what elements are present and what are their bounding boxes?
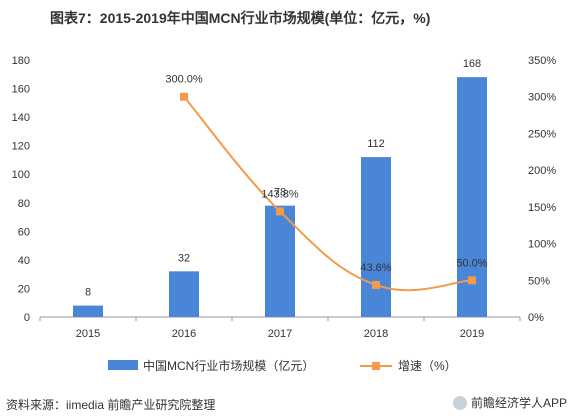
y-left-tick-label: 100 [12, 169, 30, 181]
y-right-tick-label: 250% [528, 128, 556, 140]
y-left-tick-label: 80 [18, 198, 30, 210]
bar [73, 305, 103, 317]
brand-name: 前瞻经济学人APP [470, 396, 567, 410]
y-right-tick-label: 0% [528, 312, 544, 324]
brand-logo-icon [452, 395, 467, 410]
bar-data-label: 32 [178, 252, 190, 264]
growth-data-label: 143.8% [261, 188, 299, 200]
x-tick-label: 2019 [460, 328, 484, 340]
growth-line [183, 96, 473, 292]
y-right-tick-label: 350% [528, 55, 556, 67]
bar-data-label: 168 [463, 58, 481, 70]
y-left-tick-label: 160 [12, 84, 30, 96]
y-right-tick-label: 200% [528, 165, 556, 177]
chart-title: 图表7：2015-2019年中国MCN行业市场规模(单位：亿元，%) [50, 10, 431, 26]
growth-data-label: 50.0% [456, 257, 487, 269]
legend-line-marker [372, 362, 380, 370]
growth-point [468, 276, 476, 285]
chart: 0 20 40 60 80 100 120 140 160 180 0% 50% 100% 150% 200… [12, 55, 557, 373]
source-note: 资料来源：iimedia 前瞻产业研究院整理 [6, 398, 216, 412]
y-left-tick-label: 180 [12, 55, 30, 67]
y-left-tick-label: 140 [12, 112, 30, 124]
bar-data-label: 112 [367, 138, 385, 150]
legend-line-label: 增速（%） [398, 359, 457, 373]
brand: 前瞻经济学人APP [452, 394, 567, 411]
y-left-tick-label: 120 [12, 141, 30, 153]
y-left-tick-label: 0 [24, 312, 30, 324]
y-right-tick-label: 100% [528, 239, 556, 251]
y-right-tick-label: 50% [528, 275, 550, 287]
y-left-tick-label: 40 [18, 255, 30, 267]
bar-data-label: 78 [274, 187, 286, 199]
bar [361, 157, 391, 317]
legend-bar-swatch [108, 360, 138, 370]
bar-data-label: 8 [85, 287, 91, 299]
x-tick-label: 2016 [172, 328, 196, 340]
x-tick-label: 2018 [364, 328, 388, 340]
growth-point [372, 280, 380, 289]
x-tick-label: 2015 [76, 328, 100, 340]
bar [169, 271, 199, 317]
y-right-tick-label: 300% [528, 92, 556, 104]
bar [265, 205, 295, 317]
growth-point [276, 207, 284, 216]
y-left-tick-label: 60 [18, 226, 30, 238]
growth-point [180, 92, 188, 101]
y-right-tick-label: 150% [528, 202, 556, 214]
growth-data-label: 300.0% [165, 74, 203, 86]
x-tick-label: 2017 [268, 328, 292, 340]
legend-bar-label: 中国MCN行业市场规模（亿元） [143, 358, 314, 373]
y-left-tick-label: 20 [18, 283, 30, 295]
growth-data-label: 43.6% [360, 262, 391, 274]
